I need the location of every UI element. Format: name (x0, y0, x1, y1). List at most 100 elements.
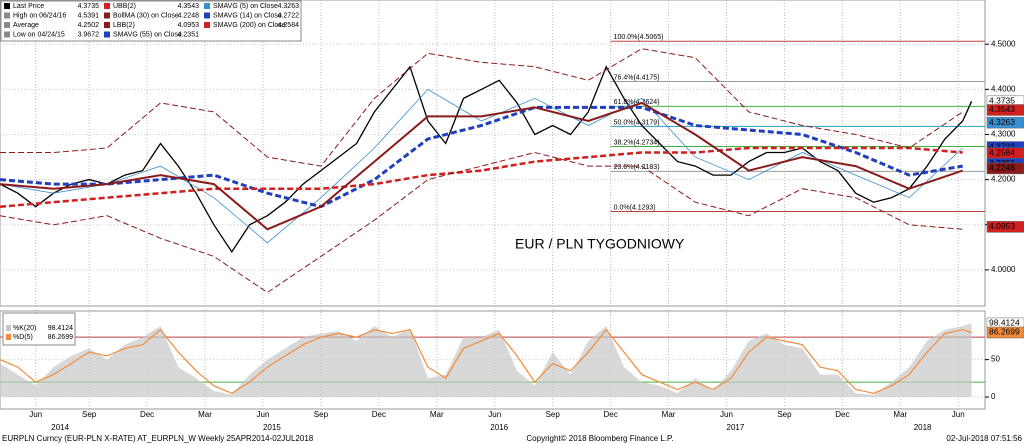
legend-swatch (204, 12, 210, 19)
x-tick-label: Mar (198, 410, 212, 419)
legend-value: 4.2722 (278, 12, 300, 19)
fib-label: 50.0%(4.3179) (614, 119, 660, 126)
legend-label: Low on 04/24/15 (13, 31, 65, 38)
series-line (0, 146, 963, 208)
legend-value: 4.0953 (178, 22, 200, 29)
x-tick-label: Jun (257, 410, 270, 419)
x-tick-label: Dec (835, 410, 849, 419)
value-tag-label: 86.2699 (989, 327, 1020, 337)
value-tag-label: 4.3263 (989, 117, 1015, 127)
legend-value: 4.3543 (178, 3, 200, 10)
legend: Last Price 4.3735 High on 06/24/16 4.5391 Av… (0, 0, 302, 346)
series-line (0, 88, 963, 244)
year-label: 2017 (727, 423, 745, 432)
value-tag (986, 162, 1024, 175)
legend-label: %D(5) (13, 334, 33, 341)
legend-label: BollMA (30) on Close (113, 12, 179, 19)
legend-label: %K(20) (13, 325, 36, 332)
y-tick-label: 4.4000 (991, 84, 1016, 93)
legend-swatch (4, 12, 10, 19)
legend-value: 86.2699 (48, 334, 73, 341)
legend-box (2, 312, 76, 346)
legend-swatch (4, 22, 10, 28)
year-label: 2015 (263, 423, 281, 432)
footer-center: Copyright© 2018 Bloomberg Finance L.P. (526, 434, 673, 443)
value-tag-label: 98.4124 (989, 318, 1020, 328)
legend-value: 4.2248 (178, 12, 200, 19)
footer-left: EURPLN Curncy (EUR-PLN X-RATE) AT_EURPLN… (2, 434, 314, 443)
footer-right: 02-Jul-2018 07:51:56 (946, 434, 1022, 443)
legend-value: 4.5391 (78, 12, 100, 19)
x-tick-label: Dec (372, 410, 386, 419)
legend-value: 3.9672 (78, 31, 100, 38)
legend-label: Last Price (13, 3, 44, 10)
legend-value: 4.2351 (178, 31, 200, 38)
x-tick-label: Jun (488, 410, 501, 419)
y-tick-label: 0 (991, 392, 996, 401)
legend-label: SMAVG (200) on Close (213, 22, 286, 29)
fib-label: 38.2%(4.2734) (614, 139, 660, 146)
legend-label: UBB(2) (113, 3, 136, 10)
legend-swatch (104, 31, 110, 38)
value-tag-label: 4.3735 (989, 96, 1015, 106)
legend-swatch (4, 31, 10, 38)
fib-label: 0.0%(4.1293) (614, 204, 656, 211)
legend-swatch (204, 22, 210, 28)
legend-label: SMAVG (55) on Close (113, 31, 182, 38)
legend-swatch (104, 12, 110, 19)
legend-swatch (104, 3, 110, 9)
legend-swatch (4, 3, 10, 9)
value-tag (986, 104, 1024, 116)
series-line (0, 105, 963, 209)
legend-value: 4.3263 (278, 3, 300, 10)
year-label: 2016 (490, 423, 508, 432)
legend-swatch (6, 334, 11, 340)
x-tick-label: Mar (662, 410, 676, 419)
x-tick-label: Mar (893, 410, 907, 419)
y-tick-label: 4.2000 (991, 175, 1016, 184)
value-tag-label: 4.2248 (989, 163, 1015, 173)
year-label: 2018 (914, 423, 932, 432)
legend-swatch (204, 3, 210, 9)
x-tick-label: Sep (82, 410, 97, 419)
x-tick-label: Mar (430, 410, 444, 419)
x-tick-label: Dec (140, 410, 154, 419)
value-tag-label: 4.0953 (989, 221, 1015, 231)
legend-value: 4.2502 (78, 22, 100, 29)
legend-swatch (6, 325, 11, 331)
series-line (0, 48, 963, 167)
legend-label: SMAVG (14) on Close (213, 12, 282, 19)
series-line (0, 151, 963, 294)
value-tag-label: 4.2722 (989, 141, 1015, 151)
x-tick-label: Jun (29, 410, 42, 419)
legend-label: SMAVG (5) on Close (213, 3, 278, 10)
legend-label: LBB(2) (113, 22, 135, 29)
y-tick-label: 4.3000 (991, 130, 1016, 139)
series-line (0, 328, 972, 394)
value-tag (986, 116, 1024, 129)
x-tick-label: Sep (777, 410, 792, 419)
legend-box (0, 0, 302, 42)
x-tick-label: Sep (314, 410, 329, 419)
y-tick-label: 4.5000 (991, 39, 1016, 48)
value-tag (986, 326, 1024, 339)
x-tick-label: Jun (952, 410, 965, 419)
series-area (0, 323, 972, 398)
value-tag (986, 221, 1024, 233)
value-tag-label: 4.2584 (989, 148, 1015, 158)
series-line (0, 101, 964, 231)
x-tick-label: Sep (546, 410, 561, 419)
y-tick-label: 4.0000 (991, 265, 1016, 274)
fib-label: 23.6%(4.2183) (614, 164, 660, 171)
legend-label: High on 06/24/16 (13, 12, 66, 19)
legend-value: 98.4124 (48, 325, 73, 332)
legend-value: 4.3735 (78, 3, 100, 10)
x-tick-label: Dec (603, 410, 617, 419)
fib-label: 100.0%(4.5065) (614, 34, 664, 41)
fib-label: 76.4%(4.4175) (614, 74, 660, 81)
y-tick-label: 50 (991, 355, 1000, 364)
fib-label: 61.8%(4.3624) (614, 99, 660, 106)
legend-value: 4.2584 (278, 22, 300, 29)
